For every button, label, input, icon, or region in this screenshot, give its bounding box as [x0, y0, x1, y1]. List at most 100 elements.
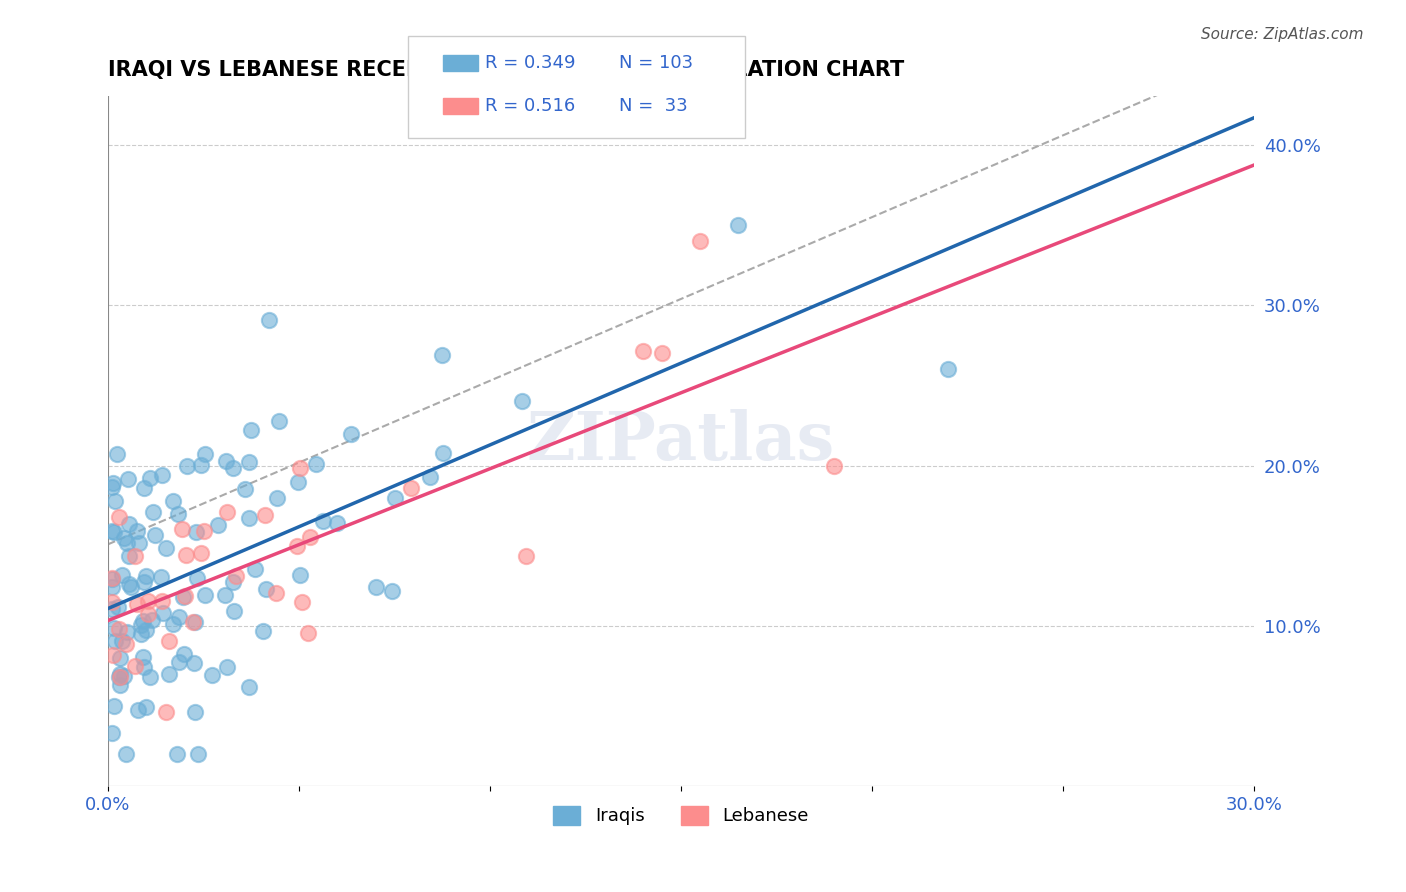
- Point: [152, 606, 174, 620]
- Point: [183, 656, 205, 670]
- Point: [399, 481, 422, 495]
- Point: [510, 393, 533, 408]
- Point: [135, 623, 157, 637]
- Point: [312, 514, 335, 528]
- Point: [221, 574, 243, 589]
- Point: [340, 426, 363, 441]
- Text: N =  33: N = 33: [619, 97, 688, 115]
- Point: [132, 481, 155, 495]
- Point: [252, 624, 274, 639]
- Point: [150, 593, 173, 607]
- Point: [823, 458, 845, 473]
- Point: [101, 480, 124, 494]
- Point: [118, 549, 141, 563]
- Point: [139, 671, 162, 685]
- Point: [155, 705, 177, 719]
- Point: [430, 348, 453, 362]
- Point: [290, 460, 312, 475]
- Point: [238, 680, 260, 694]
- Point: [101, 524, 124, 538]
- Point: [184, 615, 207, 629]
- Point: [288, 568, 311, 582]
- Point: [651, 346, 673, 360]
- Point: [214, 588, 236, 602]
- Point: [193, 524, 215, 538]
- Point: [238, 455, 260, 469]
- Point: [157, 634, 180, 648]
- Point: [135, 699, 157, 714]
- Point: [108, 509, 131, 524]
- Point: [108, 670, 131, 684]
- Point: [120, 580, 142, 594]
- Point: [117, 536, 139, 550]
- Point: [254, 508, 277, 522]
- Point: [110, 651, 132, 665]
- Point: [254, 582, 277, 596]
- Point: [166, 747, 188, 762]
- Point: [190, 458, 212, 473]
- Point: [101, 571, 124, 585]
- Point: [114, 638, 136, 652]
- Point: [172, 590, 194, 604]
- Legend: Iraqis, Lebanese: Iraqis, Lebanese: [546, 799, 815, 832]
- Point: [285, 539, 308, 553]
- Point: [326, 516, 349, 530]
- Point: [129, 618, 152, 632]
- Point: [181, 615, 204, 630]
- Point: [124, 549, 146, 563]
- Point: [184, 706, 207, 720]
- Point: [125, 597, 148, 611]
- Point: [225, 569, 247, 583]
- Point: [173, 648, 195, 662]
- Point: [174, 549, 197, 563]
- Point: [381, 583, 404, 598]
- Point: [266, 586, 288, 600]
- Point: [364, 580, 387, 594]
- Point: [141, 614, 163, 628]
- Point: [111, 567, 134, 582]
- Point: [131, 614, 153, 628]
- Point: [689, 234, 711, 248]
- Point: [125, 524, 148, 538]
- Point: [112, 531, 135, 545]
- Point: [108, 623, 131, 637]
- Point: [631, 344, 654, 359]
- Point: [131, 650, 153, 665]
- Text: R = 0.349: R = 0.349: [485, 54, 575, 72]
- Point: [305, 457, 328, 471]
- Point: [938, 362, 960, 376]
- Point: [118, 576, 141, 591]
- Point: [115, 747, 138, 762]
- Point: [432, 446, 454, 460]
- Text: Source: ZipAtlas.com: Source: ZipAtlas.com: [1201, 27, 1364, 42]
- Point: [132, 574, 155, 589]
- Point: [101, 572, 124, 586]
- Point: [176, 459, 198, 474]
- Point: [243, 562, 266, 576]
- Point: [190, 546, 212, 560]
- Point: [194, 447, 217, 461]
- Point: [135, 569, 157, 583]
- Point: [128, 536, 150, 550]
- Point: [194, 589, 217, 603]
- Point: [186, 571, 208, 585]
- Point: [129, 627, 152, 641]
- Point: [127, 703, 149, 717]
- Point: [167, 508, 190, 522]
- Point: [124, 659, 146, 673]
- Point: [104, 494, 127, 508]
- Point: [222, 604, 245, 618]
- Point: [115, 624, 138, 639]
- Point: [419, 470, 441, 484]
- Point: [101, 726, 124, 740]
- Point: [167, 655, 190, 669]
- Point: [162, 617, 184, 632]
- Point: [217, 660, 239, 674]
- Point: [101, 580, 124, 594]
- Text: R = 0.516: R = 0.516: [485, 97, 575, 115]
- Point: [150, 468, 173, 483]
- Point: [167, 610, 190, 624]
- Point: [139, 470, 162, 484]
- Point: [207, 518, 229, 533]
- Point: [172, 522, 194, 536]
